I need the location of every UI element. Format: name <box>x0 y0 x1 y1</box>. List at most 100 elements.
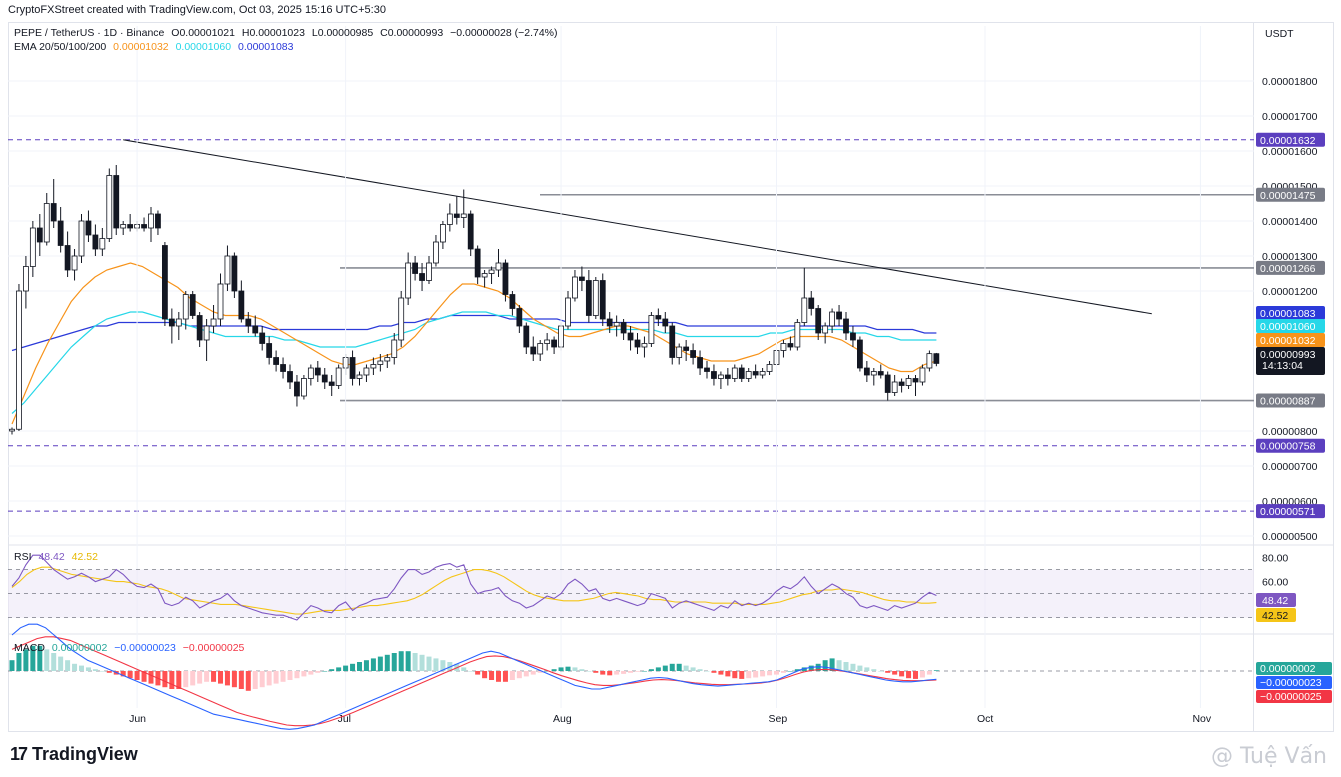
rsi-ma-line <box>11 566 937 615</box>
macd-hist-bar <box>384 654 390 671</box>
macd-hist-bar <box>906 671 912 679</box>
macd-signal-line <box>11 636 937 727</box>
candle-body <box>676 346 683 358</box>
candle-body <box>829 311 835 327</box>
macd-hist-bar <box>92 669 98 671</box>
candle-body <box>579 276 585 281</box>
macd-hist-bar <box>509 671 515 680</box>
macd-hist-bar <box>711 671 717 673</box>
candle-body <box>141 224 147 229</box>
ema-label: EMA 20/50/100/200 <box>14 41 107 53</box>
tradingview-logo[interactable]: 17 TradingView <box>10 744 138 765</box>
date-tick-label: Nov <box>1192 713 1211 725</box>
macd-hist-bar <box>551 669 557 671</box>
date-tick-label: Oct <box>977 713 993 725</box>
macd-hist-bar <box>753 671 759 678</box>
macd-hist-bar <box>808 665 814 671</box>
chart-attribution: CryptoFXStreet created with TradingView.… <box>8 4 386 16</box>
rsi-ma-badge <box>1256 608 1296 622</box>
level-badge <box>1256 260 1325 275</box>
chart-pane[interactable] <box>8 22 1254 732</box>
candle-body <box>926 353 933 369</box>
macd-hist-bar <box>523 671 529 677</box>
macd-hist-bar <box>329 669 335 671</box>
candle-body <box>210 318 217 327</box>
candle-body <box>523 325 530 348</box>
price-axis[interactable] <box>1254 22 1334 732</box>
price-tick-label: 0.00001800 <box>1262 76 1318 88</box>
candle-body <box>16 290 22 430</box>
candle-body <box>724 374 731 379</box>
candle-body <box>884 374 891 393</box>
symbol-name[interactable]: PEPE / TetherUS · 1D · Binance <box>14 27 165 39</box>
level-badge-label: 0.00000887 <box>1260 396 1316 408</box>
macd-hist-bar <box>16 653 22 671</box>
candle-body <box>419 273 425 281</box>
price-badge-label: 0.00001083 <box>1260 308 1316 320</box>
symbol-legend: PEPE / TetherUS · 1D · Binance O0.000010… <box>14 27 562 39</box>
macd-hist-bar <box>641 671 647 672</box>
macd-hist-bar <box>322 671 328 672</box>
candle-body <box>794 322 801 348</box>
level-badge <box>1256 132 1325 147</box>
macd-badge <box>1256 690 1332 703</box>
candle-body <box>641 343 648 348</box>
macd-hist-bar <box>843 662 849 671</box>
candle-body <box>808 297 815 309</box>
macd-hist-bar <box>245 671 251 691</box>
ema100-line <box>11 314 937 352</box>
candle-body <box>467 213 474 250</box>
currency-label: USDT <box>1265 28 1294 40</box>
macd-hist-bar <box>218 671 223 684</box>
candle-body <box>29 227 36 267</box>
candle-body <box>280 364 286 372</box>
candle-body <box>36 227 43 243</box>
macd-hist-bar <box>572 667 578 671</box>
candle-body <box>453 213 460 218</box>
macd-hist-bar <box>99 671 105 672</box>
price-badge <box>1256 319 1325 333</box>
macd-hist-bar <box>162 671 168 688</box>
macd-hist-bar <box>669 663 675 671</box>
macd-hist-bar <box>530 671 536 675</box>
macd-hist-bar <box>350 663 356 671</box>
candle-body <box>106 175 113 239</box>
candle-body <box>335 367 342 386</box>
macd-hist-bar <box>336 667 342 671</box>
trendline <box>123 139 1152 315</box>
candle-body <box>752 371 759 376</box>
candle-body <box>85 220 92 236</box>
macd-hist-bar <box>197 671 203 684</box>
price-badge <box>1256 306 1325 320</box>
candle-body <box>502 262 509 295</box>
macd-hist-bar <box>496 671 501 682</box>
candle-body <box>697 357 703 369</box>
rsi-legend[interactable]: RSI 48.42 42.52 <box>14 551 102 563</box>
level-badge <box>1256 504 1325 519</box>
candle-body <box>662 318 669 327</box>
candle-body <box>273 357 280 365</box>
macd-hist-bar <box>774 671 779 675</box>
tv-icon: 17 <box>10 744 28 764</box>
macd-hist-bar <box>635 671 640 672</box>
macd-legend[interactable]: MACD 0.00000002 −0.00000023 −0.00000025 <box>14 642 248 654</box>
candle-body <box>863 367 870 376</box>
macd-hist-bar <box>780 671 786 673</box>
macd-hist-bar <box>836 660 842 671</box>
macd-hist-bar <box>343 665 349 671</box>
candle-body <box>384 357 391 362</box>
macd-hist-bar <box>787 671 793 672</box>
macd-badge <box>1256 676 1332 689</box>
macd-badge-label: −0.00000023 <box>1260 677 1322 689</box>
ohlc-high: H0.00001023 <box>241 27 305 39</box>
rsi-ma-badge-label: 42.52 <box>1262 610 1288 622</box>
ema-legend[interactable]: EMA 20/50/100/200 0.00001032 0.00001060 … <box>14 41 297 53</box>
brand-text: TradingView <box>32 744 138 764</box>
candle-body <box>481 273 488 278</box>
macd-hist-bar <box>190 671 196 686</box>
candle-body <box>92 234 99 250</box>
candle-body <box>231 255 238 292</box>
candle-body <box>516 308 523 327</box>
macd-hist-bar <box>565 666 571 671</box>
